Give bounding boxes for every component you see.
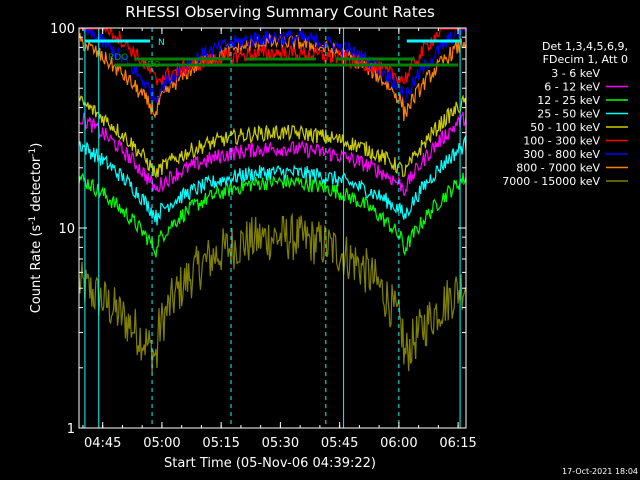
legend-header: FDecim 1, Att 0 xyxy=(543,53,628,66)
legend-label: 800 - 7000 keV xyxy=(516,162,600,175)
legend-label: 6 - 12 keV xyxy=(544,81,600,94)
y-tick-label: 10 xyxy=(58,222,75,237)
night-label: N xyxy=(158,38,165,48)
chart-title: RHESSI Observing Summary Count Rates xyxy=(125,3,435,21)
rdo-label: RDO xyxy=(108,53,128,63)
series-line xyxy=(78,135,467,226)
legend-header: Det 1,3,4,5,6,9, xyxy=(542,40,628,53)
legend: Det 1,3,4,5,6,9,FDecim 1, Att 03 - 6 keV… xyxy=(502,40,628,188)
y-tick-label: 100 xyxy=(50,22,75,37)
x-tick-label: 05:15 xyxy=(202,436,239,451)
x-tick-label: 05:45 xyxy=(321,436,358,451)
x-axis-label: Start Time (05-Nov-06 04:39:22) xyxy=(164,456,376,471)
legend-label: 100 - 300 keV xyxy=(523,135,600,148)
series-line xyxy=(78,32,467,122)
legend-label: 300 - 800 keV xyxy=(523,148,600,161)
series-line xyxy=(78,172,467,258)
x-tick-label: 06:15 xyxy=(439,436,476,451)
y-axis-label: Count Rate (s-1 detector-1) xyxy=(28,143,44,314)
x-tick-label: 04:45 xyxy=(84,436,121,451)
series-layer xyxy=(78,26,467,374)
footer-date: 17-Oct-2021 18:04 xyxy=(562,467,638,476)
legend-label: 7000 - 15000 keV xyxy=(502,175,600,188)
series-line xyxy=(79,26,467,104)
x-tick-label: 05:00 xyxy=(143,436,180,451)
legend-label: 3 - 6 keV xyxy=(551,67,600,80)
x-tick-label: 06:00 xyxy=(380,436,417,451)
tick-layer: 04:45 05:00 05:15 05:30 05:45 06:00 06:15 1 10 10… xyxy=(50,22,477,451)
legend-label: 50 - 100 keV xyxy=(530,121,600,134)
legend-label: 12 - 25 keV xyxy=(537,94,600,107)
series-line xyxy=(78,212,467,374)
rdo-label-secondary: RDO xyxy=(142,60,160,69)
series-line xyxy=(79,27,466,86)
legend-label: 25 - 50 keV xyxy=(537,108,600,121)
series-line xyxy=(78,111,467,196)
series-line xyxy=(78,162,467,320)
series-line xyxy=(78,94,467,180)
y-tick-label: 1 xyxy=(67,422,75,437)
x-tick-label: 05:30 xyxy=(262,436,299,451)
